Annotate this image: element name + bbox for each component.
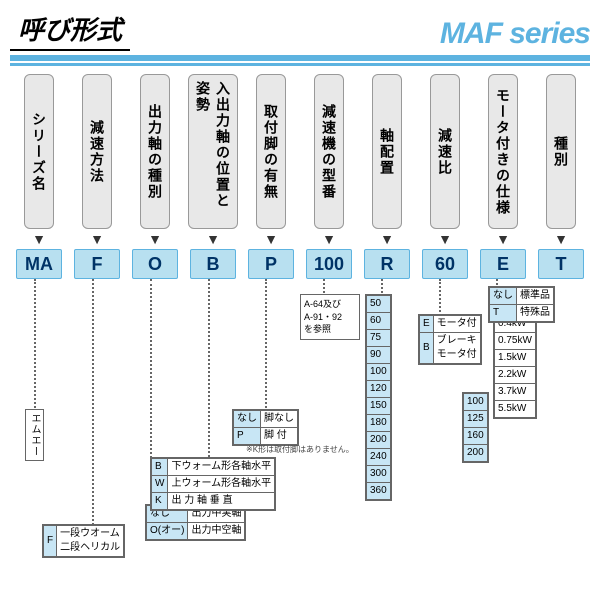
code-cell: B	[190, 249, 236, 279]
chevron-down-icon: ▼	[148, 231, 162, 247]
column-label: 減速方法	[82, 74, 112, 229]
f-legend: F一段ウオーム 二段ヘリカル	[42, 524, 125, 558]
code-cell: T	[538, 249, 584, 279]
column-row: シリーズ名 ▼ MA 減速方法 ▼ F 出力軸の種別 ▼ O 入出力軸の位置と姿勢 ▼ B 取付脚の有無…	[10, 74, 590, 279]
chevron-down-icon: ▼	[438, 231, 452, 247]
divider-thick	[10, 55, 590, 61]
connector	[208, 279, 210, 469]
column-label: 取付脚の有無	[256, 74, 286, 229]
divider-thin	[10, 63, 590, 66]
e-legend: Eモータ付Bブレーキ モータ付	[418, 314, 482, 365]
chevron-down-icon: ▼	[206, 231, 220, 247]
size-legend: 100125160200	[462, 392, 489, 463]
code-cell: E	[480, 249, 526, 279]
code-cell: R	[364, 249, 410, 279]
connector	[265, 279, 267, 419]
column-label: 種別	[546, 74, 576, 229]
p-note: ※K形は取付脚はありません。	[246, 444, 354, 455]
column-label: 減速比	[430, 74, 460, 229]
p-legend: なし脚なしP脚 付	[232, 409, 299, 446]
ma-legend: エムエー	[25, 409, 44, 461]
code-cell: 60	[422, 249, 468, 279]
model-legend: A-64及び A-91・92 を参照	[300, 294, 360, 340]
code-cell: 100	[306, 249, 352, 279]
code-cell: MA	[16, 249, 62, 279]
column-label: 軸配置	[372, 74, 402, 229]
chevron-down-icon: ▼	[322, 231, 336, 247]
t-legend: なし標準品T特殊品	[488, 286, 555, 323]
column-label: 出力軸の種別	[140, 74, 170, 229]
chevron-down-icon: ▼	[380, 231, 394, 247]
kw-legend: 0.4kW0.75kW1.5kW2.2kW3.7kW5.5kW	[493, 314, 537, 419]
page-title: 呼び形式	[10, 10, 130, 51]
connector	[92, 279, 94, 529]
chevron-down-icon: ▼	[32, 231, 46, 247]
legend-stage: エムエー F一段ウオーム 二段ヘリカル なし出力中実軸O(オー)出力中空軸 B下…	[10, 279, 590, 569]
column-label: 入出力軸の位置と姿勢	[188, 74, 238, 229]
chevron-down-icon: ▼	[554, 231, 568, 247]
column-label: モータ付きの仕様	[488, 74, 518, 229]
column-label: シリーズ名	[24, 74, 54, 229]
code-cell: F	[74, 249, 120, 279]
code-cell: O	[132, 249, 178, 279]
chevron-down-icon: ▼	[90, 231, 104, 247]
chevron-down-icon: ▼	[264, 231, 278, 247]
b-legend: B下ウォーム形各軸水平W上ウォーム形各軸水平K出 力 軸 垂 直	[150, 457, 276, 511]
column-label: 減速機の型番	[314, 74, 344, 229]
chevron-down-icon: ▼	[496, 231, 510, 247]
ratio-legend: 50607590100120150180200240300360	[365, 294, 392, 501]
series-brand: MAF series	[440, 17, 590, 51]
connector	[439, 279, 441, 319]
code-cell: P	[248, 249, 294, 279]
